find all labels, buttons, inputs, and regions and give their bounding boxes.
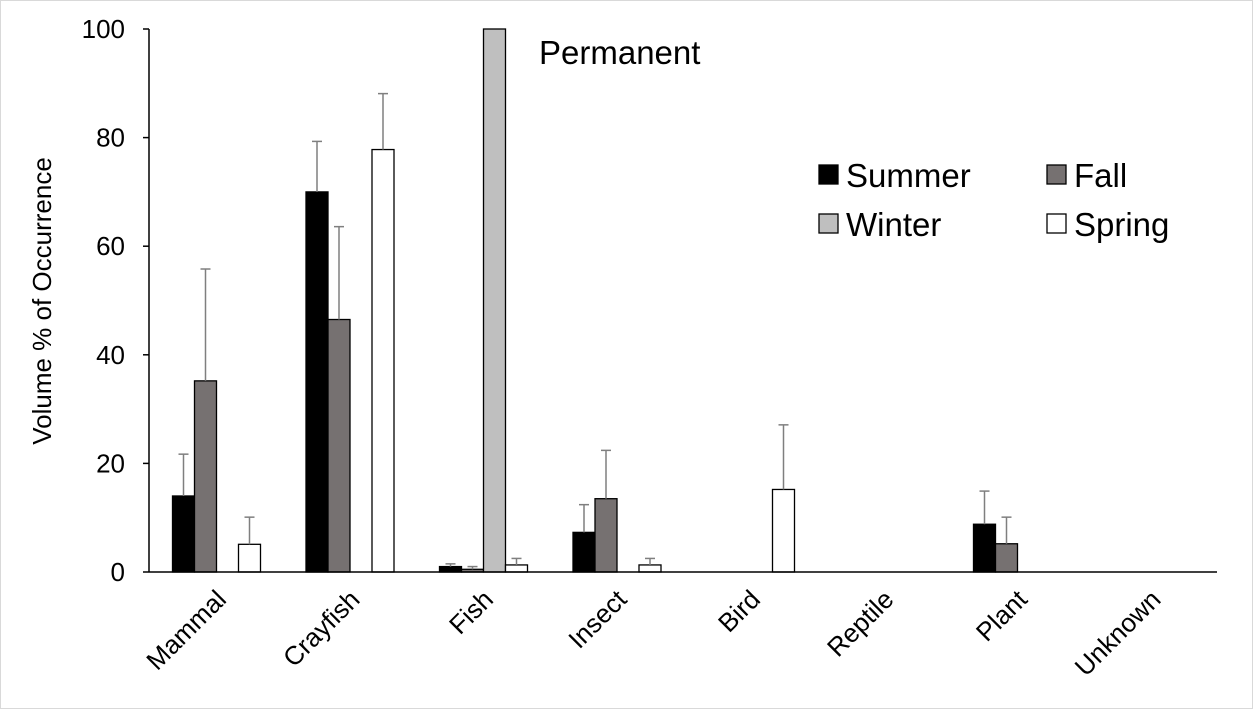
bar-spring-mammal — [237, 543, 262, 573]
bar-summer-plant — [972, 523, 997, 573]
bar-spring-insect — [638, 564, 662, 573]
y-tick-label: 100 — [82, 14, 125, 44]
bar-fall-insect — [594, 498, 618, 573]
legend-swatch-spring — [1046, 213, 1067, 234]
x-tick-label-bird: Bird — [712, 584, 766, 638]
bar-fall-mammal — [193, 380, 218, 573]
bar-summer-mammal — [171, 495, 196, 573]
x-tick-label-fish: Fish — [443, 584, 499, 640]
legend-label-spring: Spring — [1074, 206, 1169, 243]
bar-summer-fish — [438, 565, 463, 573]
y-tick-label: 60 — [96, 231, 125, 261]
legend-swatch-summer — [818, 164, 839, 185]
legend-swatch-fall — [1046, 164, 1067, 185]
bar-fall-crayfish — [327, 318, 351, 573]
bar-summer-insect — [572, 531, 596, 573]
bar-spring-fish — [504, 564, 529, 573]
bar-summer-crayfish — [305, 191, 329, 573]
bar-winter-fish — [482, 28, 507, 573]
y-tick-label: 80 — [96, 123, 125, 153]
bar-spring-bird — [771, 488, 796, 573]
legend-label-summer: Summer — [846, 157, 971, 194]
bars — [171, 28, 1019, 573]
bar-spring-crayfish — [371, 148, 395, 573]
y-tick-label: 20 — [96, 448, 125, 478]
x-tick-label-crayfish: Crayfish — [277, 584, 366, 673]
y-axis-label: Volume % of Occurrence — [27, 157, 57, 445]
legend: Summer Fall Winter Spring — [818, 157, 1169, 243]
legend-label-fall: Fall — [1074, 157, 1127, 194]
y-axis: 0 20 40 60 80 100 — [82, 14, 150, 587]
y-tick-label: 0 — [111, 557, 125, 587]
chart-annotation: Permanent — [539, 34, 700, 71]
x-tick-label-unknown: Unknown — [1069, 584, 1167, 682]
legend-swatch-winter — [818, 213, 839, 234]
x-tick-label-mammal: Mammal — [140, 584, 232, 676]
legend-label-winter: Winter — [846, 206, 941, 243]
x-tick-label-plant: Plant — [970, 583, 1034, 647]
y-tick-label: 40 — [96, 340, 125, 370]
x-tick-label-insect: Insect — [562, 583, 633, 654]
error-bars — [178, 92, 1012, 570]
x-tick-label-reptile: Reptile — [821, 584, 899, 662]
bar-fall-plant — [994, 543, 1019, 573]
x-axis: Mammal Crayfish Fish Insect Bird Reptile Plant… — [140, 571, 1217, 682]
